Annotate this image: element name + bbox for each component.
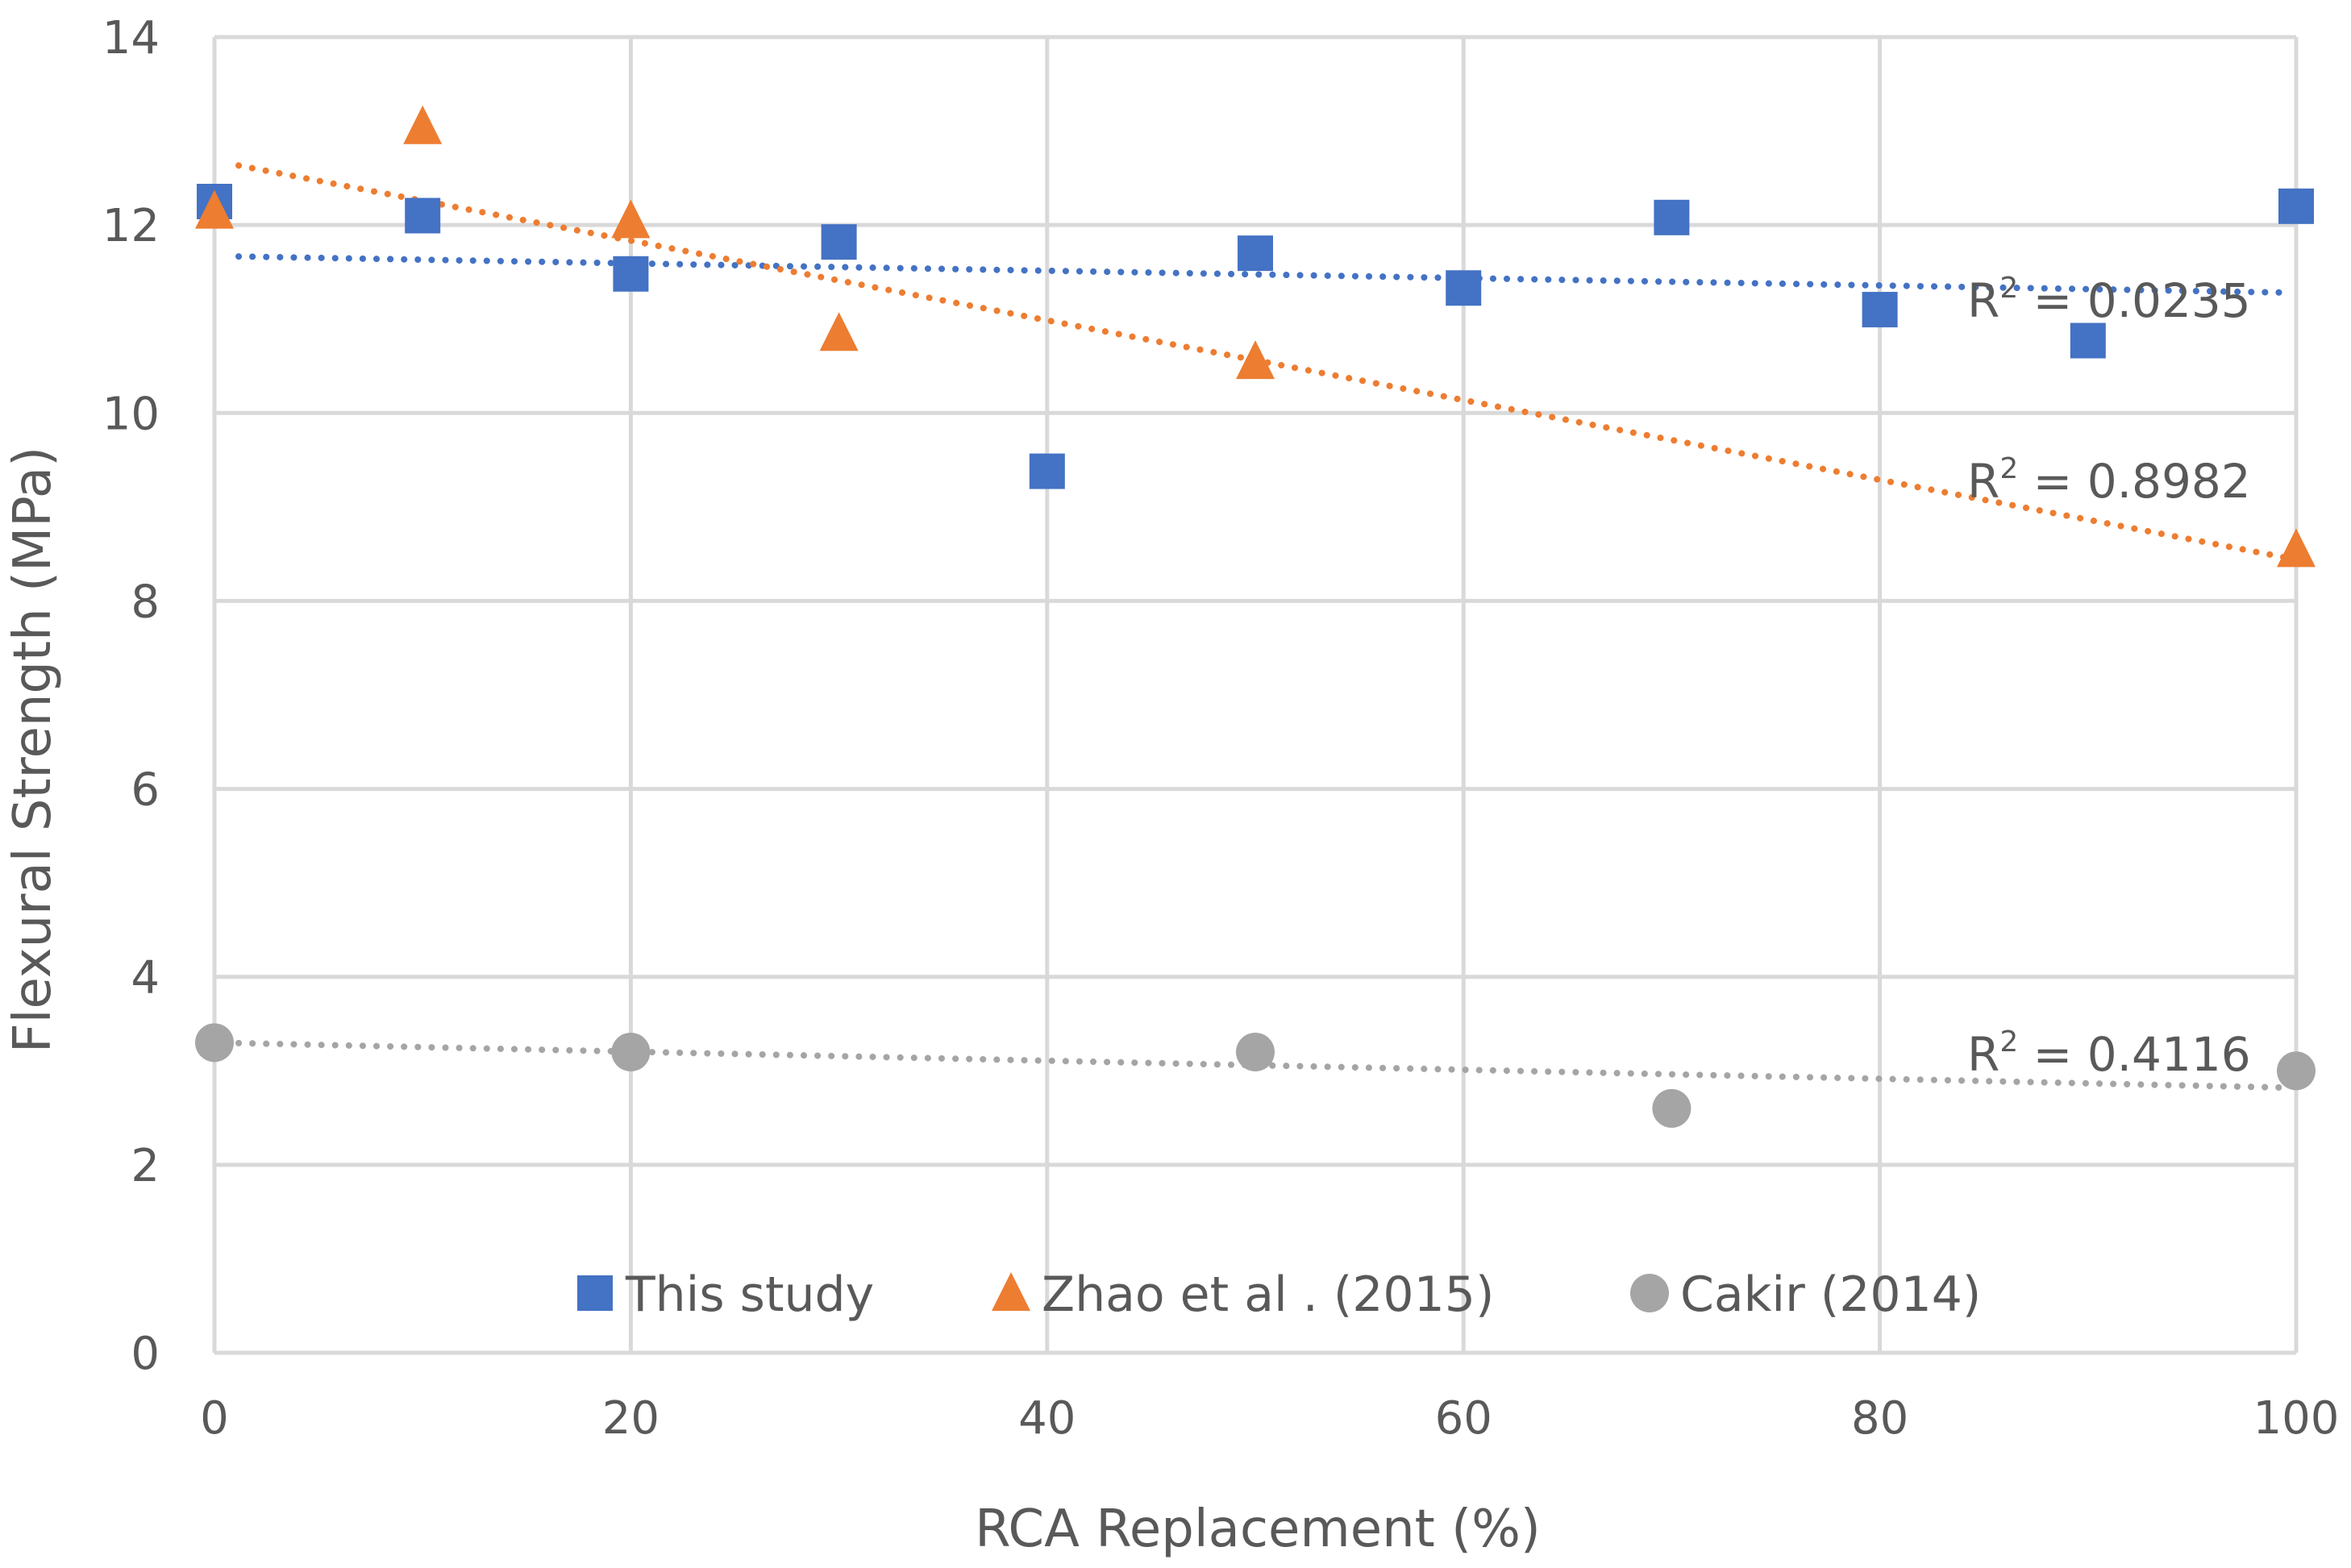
data-points	[195, 105, 2316, 1128]
x-tick-label-80: 80	[1851, 1392, 1908, 1445]
point-series-2-5	[2277, 528, 2316, 568]
legend-label-3: Cakir (2014)	[1680, 1266, 1981, 1323]
point-series-2-3	[819, 312, 859, 351]
legend: This study Zhao et al . (2015) Cakir (2014…	[577, 1266, 1981, 1323]
legend-label-1: This study	[625, 1266, 874, 1323]
x-tick-label-60: 60	[1435, 1392, 1492, 1445]
y-tick-label-12: 12	[102, 200, 160, 252]
legend-marker-2	[992, 1272, 1030, 1311]
point-series-3-2	[1236, 1032, 1275, 1071]
y-tick-label-2: 2	[131, 1140, 160, 1192]
x-axis-title: RCA Replacement (%)	[975, 1499, 1541, 1559]
point-series-1-8	[1862, 292, 1898, 328]
x-axis-ticks: 0 20 40 60 80 100	[200, 1392, 2339, 1445]
trendline-series-3	[235, 1039, 2295, 1092]
x-tick-label-0: 0	[200, 1392, 229, 1445]
y-axis-ticks: 0 2 4 6 8 10 12 14	[102, 12, 160, 1380]
x-tick-label-100: 100	[2253, 1392, 2340, 1445]
point-series-1-1	[405, 198, 441, 234]
x-tick-label-20: 20	[602, 1392, 660, 1445]
point-series-1-3	[821, 224, 857, 260]
point-series-2-1	[403, 105, 443, 144]
point-series-1-4	[1029, 453, 1065, 489]
y-tick-label-10: 10	[102, 388, 160, 440]
y-tick-label-14: 14	[102, 12, 160, 64]
point-series-1-5	[1238, 235, 1273, 272]
point-series-1-2	[613, 256, 649, 292]
r-squared-labels: R2 = 0.0235 R2 = 0.8982 R2 = 0.4116	[1967, 272, 2251, 1082]
trendline-series-1	[235, 253, 2295, 297]
y-tick-label-8: 8	[131, 576, 160, 628]
y-tick-label-6: 6	[131, 764, 160, 817]
point-series-3-1	[611, 1032, 651, 1071]
point-series-3-4	[2277, 1051, 2316, 1091]
point-series-1-9	[2070, 322, 2106, 359]
y-tick-label-4: 4	[131, 952, 160, 1004]
point-series-3-3	[1652, 1088, 1691, 1128]
y-axis-title: Flexural Strength (MPa)	[3, 447, 63, 1053]
gridlines	[212, 35, 2299, 1355]
point-series-2-0	[195, 189, 234, 229]
r2-label-series-1: R2 = 0.0235	[1967, 272, 2251, 328]
x-tick-label-40: 40	[1018, 1392, 1076, 1445]
point-series-1-10	[2278, 188, 2314, 224]
r2-label-series-2: R2 = 0.8982	[1967, 452, 2251, 509]
legend-label-2: Zhao et al . (2015)	[1042, 1266, 1494, 1323]
r2-label-series-3: R2 = 0.4116	[1967, 1025, 2251, 1082]
point-series-1-7	[1654, 199, 1690, 235]
legend-marker-1	[577, 1275, 613, 1311]
point-series-2-2	[611, 199, 651, 239]
legend-marker-3	[1630, 1274, 1669, 1312]
y-tick-label-0: 0	[131, 1328, 160, 1380]
point-series-1-6	[1446, 270, 1482, 306]
point-series-2-4	[1236, 340, 1275, 380]
point-series-3-0	[195, 1023, 234, 1063]
